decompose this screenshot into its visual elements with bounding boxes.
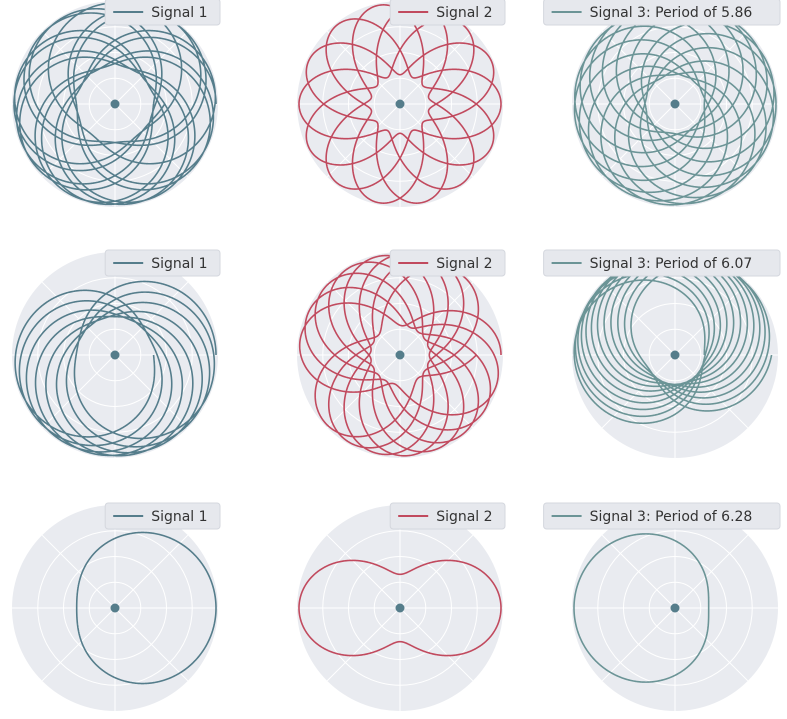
legend-label: Signal 1	[151, 256, 207, 272]
legend: Signal 1	[104, 0, 221, 26]
polar-panel-1-1: Signal 1	[12, 0, 221, 207]
polar-panel-3-2: Signal 2	[297, 502, 506, 711]
center-dot	[670, 350, 680, 360]
legend-box	[543, 502, 781, 530]
signal-trace	[14, 280, 217, 457]
legend-box	[543, 249, 781, 277]
legend-box	[104, 249, 221, 277]
polar-panel-3-1: Signal 1	[12, 502, 221, 711]
legend: Signal 2	[389, 0, 506, 26]
legend: Signal 3: Period of 6.28	[543, 502, 781, 530]
grid-spoke	[41, 354, 116, 429]
grid-spoke	[674, 30, 749, 105]
signal-trace	[573, 253, 773, 425]
grid-spoke	[41, 281, 116, 356]
grid-spoke	[41, 534, 116, 609]
legend-box	[389, 502, 506, 530]
legend-label: Signal 2	[436, 5, 492, 21]
grid-spoke	[601, 534, 676, 609]
legend-box	[104, 502, 221, 530]
legend-label: Signal 2	[436, 509, 492, 525]
grid-spoke	[326, 607, 401, 682]
legend: Signal 3: Period of 6.07	[543, 249, 781, 277]
polar-panel-1-2: Signal 2	[297, 0, 506, 207]
center-dot	[395, 603, 405, 613]
grid-spoke	[674, 534, 749, 609]
center-dot	[110, 99, 120, 109]
grid-spoke	[326, 534, 401, 609]
legend-label: Signal 3: Period of 6.07	[590, 256, 753, 272]
center-dot	[670, 99, 680, 109]
polar-panel-2-1: Signal 1	[12, 249, 221, 458]
legend: Signal 3: Period of 5.86	[543, 0, 781, 26]
legend: Signal 2	[389, 249, 506, 277]
grid-spoke	[114, 607, 189, 682]
grid-spoke	[674, 607, 749, 682]
grid-spoke	[41, 607, 116, 682]
center-dot	[110, 603, 120, 613]
legend-label: Signal 3: Period of 6.28	[590, 509, 753, 525]
legend: Signal 1	[104, 249, 221, 277]
legend: Signal 1	[104, 502, 221, 530]
legend-box	[389, 0, 506, 26]
legend-box	[389, 249, 506, 277]
signal-trace	[298, 559, 502, 657]
polar-panel-1-3: Signal 3: Period of 5.86	[543, 0, 781, 207]
signal-trace	[13, 2, 217, 206]
polar-panel-3-3: Signal 3: Period of 6.28	[543, 502, 781, 711]
grid-spoke	[326, 281, 401, 356]
polar-panel-2-2: Signal 2	[297, 249, 506, 458]
grid-spoke	[601, 354, 676, 429]
grid-spoke	[601, 607, 676, 682]
legend: Signal 2	[389, 502, 506, 530]
signal-trace	[298, 4, 502, 204]
legend-box	[543, 0, 781, 26]
legend-label: Signal 1	[151, 509, 207, 525]
polar-panel-2-3: Signal 3: Period of 6.07	[543, 249, 781, 458]
signal-trace	[75, 531, 217, 685]
signal-trace	[573, 533, 710, 683]
center-dot	[670, 603, 680, 613]
legend-label: Signal 1	[151, 5, 207, 21]
legend-box	[104, 0, 221, 26]
grid-spoke	[674, 281, 749, 356]
grid-spoke	[114, 534, 189, 609]
grid-spoke	[601, 103, 676, 178]
grid-spoke	[399, 281, 474, 356]
grid-spoke	[399, 354, 474, 429]
signal-trace	[573, 2, 777, 206]
center-dot	[395, 350, 405, 360]
signal-trace	[298, 253, 502, 457]
center-dot	[395, 99, 405, 109]
center-dot	[110, 350, 120, 360]
grid-spoke	[114, 281, 189, 356]
grid-spoke	[601, 281, 676, 356]
legend-label: Signal 2	[436, 256, 492, 272]
grid-spoke	[114, 103, 189, 178]
grid-spoke	[399, 534, 474, 609]
grid-spoke	[399, 607, 474, 682]
legend-label: Signal 3: Period of 5.86	[590, 5, 753, 21]
